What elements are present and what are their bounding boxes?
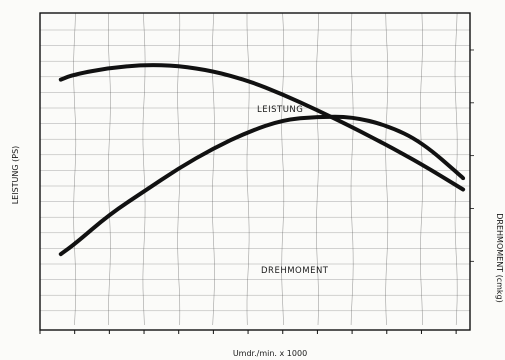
series-label-drehmoment: DREHMOMENT bbox=[261, 266, 329, 276]
series-label-leistung: LEISTUNG bbox=[257, 105, 303, 115]
grid-vline-20 bbox=[454, 12, 458, 326]
grid-vline-17 bbox=[350, 12, 354, 326]
grid-vline-16 bbox=[315, 12, 319, 326]
grid-lines bbox=[40, 12, 470, 326]
series-lines bbox=[58, 63, 466, 257]
grid-vline-13 bbox=[211, 12, 215, 326]
y-axis-label: LEISTUNG (PS) bbox=[11, 146, 20, 205]
grid-vline-19 bbox=[420, 12, 423, 326]
grid-vline-12 bbox=[177, 12, 181, 326]
grid-vline-14 bbox=[246, 12, 250, 326]
x-axis-ticks bbox=[39, 330, 457, 334]
grid-vline-10 bbox=[108, 12, 111, 325]
series-line-leistung bbox=[58, 114, 466, 257]
y2-axis-label: DREHMOMENT (cmkg) bbox=[495, 213, 504, 303]
grid-vline-9 bbox=[73, 12, 77, 326]
grid-vline-11 bbox=[142, 12, 146, 326]
plot-frame bbox=[39, 12, 471, 331]
y2-axis-ticks bbox=[470, 49, 474, 262]
x-axis-label: Umdr./min. x 1000 bbox=[233, 349, 307, 358]
grid-vline-15 bbox=[281, 12, 285, 326]
series-line-drehmoment bbox=[58, 63, 466, 192]
grid-vline-18 bbox=[385, 12, 389, 326]
